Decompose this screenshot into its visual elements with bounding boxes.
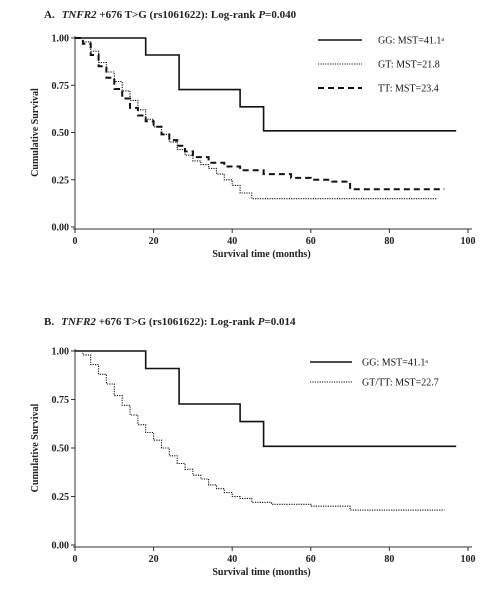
x-tick-label: 20	[149, 554, 159, 565]
panel-b: B. TNFR2 +676 T>G (rs1061622): Log-rank P…	[30, 316, 476, 578]
title-gene: TNFR2	[61, 316, 96, 328]
x-tick-label: 0	[73, 554, 78, 565]
title-p-value: =0.014	[264, 316, 296, 328]
y-tick-label: 0.00	[52, 541, 70, 552]
x-tick-label: 40	[227, 236, 237, 247]
y-tick-label: 1.00	[52, 34, 70, 45]
title-variant: +676 T>G (rs1061622): Log-rank	[97, 9, 259, 21]
survival-curve-dotted	[75, 37, 437, 200]
title-p-label: P	[258, 316, 265, 328]
x-tick-label: 100	[461, 554, 476, 565]
x-tick-label: 100	[461, 236, 476, 247]
y-tick-label: 0.25	[52, 492, 70, 503]
y-tick-label: 0.00	[52, 223, 70, 234]
survival-curve-solid	[75, 350, 457, 448]
y-axis-label: Cumulative Survival	[30, 88, 41, 177]
panel-a: A. TNFR2 +676 T>G (rs1061622): Log-rank P…	[30, 9, 476, 260]
y-tick-label: 0.50	[52, 444, 70, 455]
panel-letter: A.	[44, 9, 55, 21]
title-p-value: =0.040	[265, 9, 297, 21]
y-tick-label: 0.75	[52, 395, 70, 406]
panel-title: B. TNFR2 +676 T>G (rs1061622): Log-rank P…	[44, 316, 296, 328]
survival-curve-dotted	[75, 350, 445, 511]
title-gene: TNFR2	[62, 9, 97, 21]
y-tick-label: 0.75	[52, 81, 70, 92]
legend-label: GT/TT: MST=22.7	[362, 378, 439, 389]
y-axis-label: Cumulative Survival	[30, 403, 41, 492]
title-p-label: P	[258, 9, 265, 21]
x-axis-label: Survival time (months)	[212, 249, 310, 260]
x-tick-label: 60	[306, 554, 316, 565]
survival-curve-dashed	[75, 37, 445, 191]
y-tick-label: 1.00	[52, 347, 70, 358]
legend-label: TT: MST=23.4	[378, 84, 439, 95]
x-tick-label: 80	[384, 236, 394, 247]
x-tick-label: 40	[227, 554, 237, 565]
panel-title: A. TNFR2 +676 T>G (rs1061622): Log-rank P…	[44, 9, 297, 21]
y-tick-label: 0.50	[52, 128, 70, 139]
legend-label: GG: MST=41.1ᵃ	[362, 358, 428, 369]
legend-label: GT: MST=21.8	[378, 60, 440, 71]
panel-letter: B.	[44, 316, 54, 328]
x-tick-label: 20	[149, 236, 159, 247]
survival-curve-solid	[75, 37, 457, 132]
x-tick-label: 60	[306, 236, 316, 247]
x-tick-label: 80	[384, 554, 394, 565]
title-variant: +676 T>G (rs1061622): Log-rank	[96, 316, 258, 328]
x-axis-label: Survival time (months)	[212, 567, 310, 578]
legend-label: GG: MST=41.1ᵃ	[378, 36, 444, 47]
y-tick-label: 0.25	[52, 175, 70, 186]
x-tick-label: 0	[73, 236, 78, 247]
